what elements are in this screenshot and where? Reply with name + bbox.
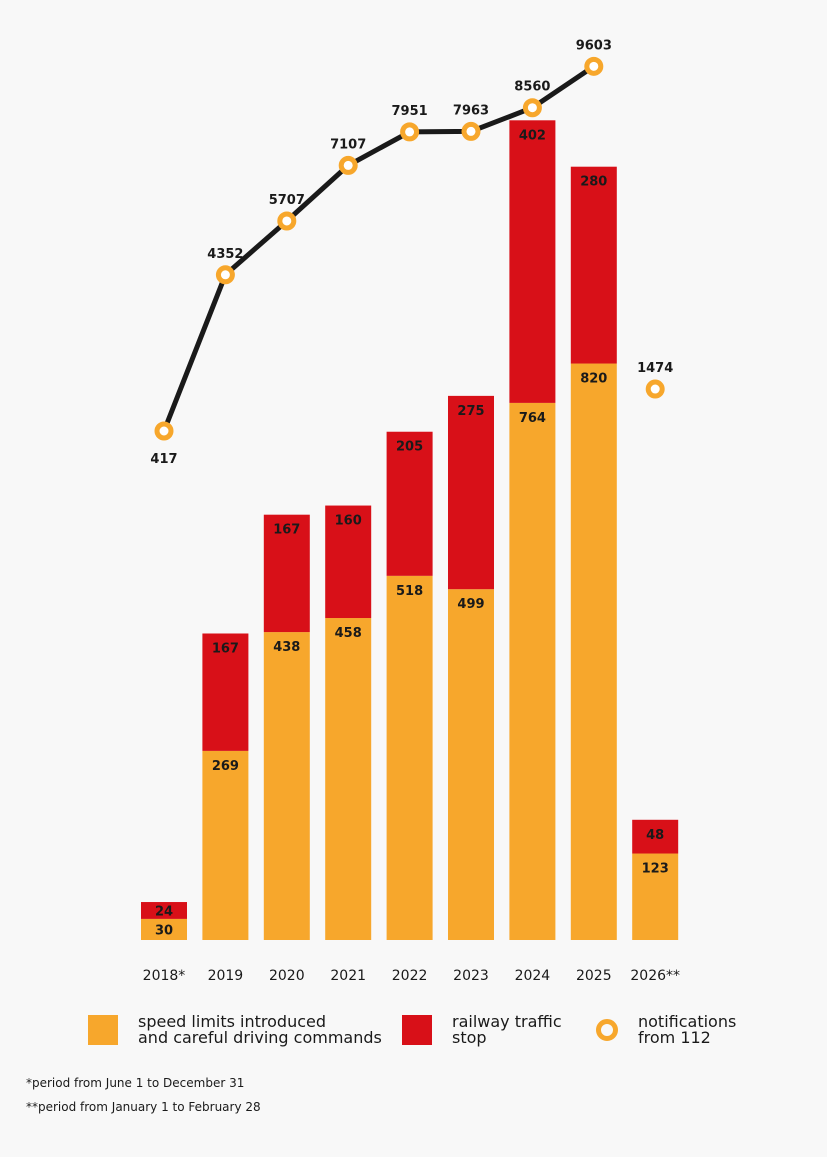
legend-label: and careful driving commands bbox=[138, 1028, 382, 1047]
bar-railway-stop bbox=[386, 431, 433, 576]
x-tick-label: 2019 bbox=[208, 968, 244, 984]
bar-speed-limits bbox=[448, 589, 494, 940]
x-tick-label: 2018* bbox=[143, 968, 186, 984]
legend-label: notifications bbox=[638, 1012, 737, 1031]
data-label-notifications: 5707 bbox=[269, 193, 305, 208]
line-point-marker bbox=[277, 211, 297, 231]
data-label-speed: 820 bbox=[580, 372, 607, 387]
data-label-speed: 438 bbox=[273, 640, 300, 655]
bar-speed-limits bbox=[386, 575, 433, 940]
data-label-railway: 167 bbox=[273, 523, 300, 538]
line-point-marker bbox=[215, 265, 235, 285]
bar-speed-limits bbox=[325, 618, 372, 940]
line-point-marker bbox=[154, 421, 174, 441]
data-label-railway: 160 bbox=[335, 514, 362, 529]
line-point-marker bbox=[338, 155, 358, 175]
legend-ring-marker-icon bbox=[596, 1019, 618, 1041]
line-point-marker bbox=[522, 98, 542, 118]
bar-speed-limits bbox=[509, 402, 556, 941]
data-label-speed: 123 bbox=[642, 862, 669, 877]
data-label-railway: 48 bbox=[646, 828, 664, 843]
bar-railway-stop bbox=[202, 633, 249, 751]
x-tick-label: 2024 bbox=[515, 968, 551, 984]
legend-label: from 112 bbox=[638, 1028, 711, 1047]
legend-swatch-orange bbox=[88, 1015, 118, 1045]
bar-speed-limits bbox=[570, 363, 617, 940]
x-tick-label: 2020 bbox=[269, 968, 305, 984]
data-label-notifications: 8560 bbox=[514, 80, 550, 95]
legend-item-notifications: notifications from 112 bbox=[596, 1014, 736, 1046]
data-label-notifications: 7951 bbox=[392, 104, 428, 119]
x-tick-label: 2023 bbox=[453, 968, 489, 984]
data-label-notifications: 417 bbox=[150, 452, 177, 467]
bar-railway-stop bbox=[325, 505, 372, 619]
x-tick-label: 2025 bbox=[576, 968, 612, 984]
line-point-marker bbox=[400, 122, 420, 142]
legend-item-speed-limits: speed limits introduced and careful drivi… bbox=[88, 1014, 382, 1046]
data-label-railway: 275 bbox=[457, 404, 484, 419]
data-label-railway: 167 bbox=[212, 641, 239, 656]
bar-speed-limits bbox=[632, 853, 679, 940]
bar-railway-stop bbox=[141, 902, 187, 919]
data-label-railway: 402 bbox=[519, 128, 546, 143]
legend-label: speed limits introduced bbox=[138, 1012, 327, 1031]
bar-railway-stop bbox=[263, 514, 310, 633]
bar-speed-limits bbox=[263, 632, 310, 940]
line-notifications bbox=[161, 64, 596, 432]
x-tick-label: 2026** bbox=[630, 968, 680, 984]
line-point-marker bbox=[584, 56, 604, 76]
legend-swatch-red bbox=[402, 1015, 432, 1045]
bar-speed-limits bbox=[141, 918, 187, 940]
bar-railway-stop bbox=[509, 120, 556, 403]
data-label-railway: 205 bbox=[396, 440, 423, 455]
footnote-2026: **period from January 1 to February 28 bbox=[26, 1100, 261, 1114]
data-label-notifications: 9603 bbox=[576, 38, 612, 53]
data-label-speed: 269 bbox=[212, 759, 239, 774]
x-tick-label: 2021 bbox=[330, 968, 366, 984]
data-label-speed: 764 bbox=[519, 411, 546, 426]
bar-railway-stop bbox=[632, 819, 679, 854]
data-label-notifications: 1474 bbox=[637, 361, 673, 376]
data-label-railway: 280 bbox=[580, 175, 607, 190]
data-label-speed: 499 bbox=[457, 597, 484, 612]
data-label-notifications: 7107 bbox=[330, 137, 366, 152]
bar-railway-stop bbox=[570, 166, 617, 364]
data-label-speed: 458 bbox=[335, 626, 362, 641]
footnote-2018: *period from June 1 to December 31 bbox=[26, 1076, 245, 1090]
x-tick-label: 2022 bbox=[392, 968, 428, 984]
legend-label: railway traffic bbox=[452, 1012, 562, 1031]
bar-speed-limits bbox=[202, 750, 249, 940]
data-label-speed: 518 bbox=[396, 584, 423, 599]
data-label-notifications: 4352 bbox=[207, 247, 243, 262]
legend-item-railway-stop: railway traffic stop bbox=[402, 1014, 562, 1046]
data-label-speed: 30 bbox=[155, 923, 173, 938]
bar-railway-stop bbox=[448, 395, 494, 590]
data-label-notifications: 7963 bbox=[453, 103, 489, 118]
data-label-railway: 24 bbox=[155, 904, 173, 919]
line-point-marker bbox=[645, 379, 665, 399]
line-point-marker bbox=[461, 121, 481, 141]
legend-label: stop bbox=[452, 1028, 487, 1047]
